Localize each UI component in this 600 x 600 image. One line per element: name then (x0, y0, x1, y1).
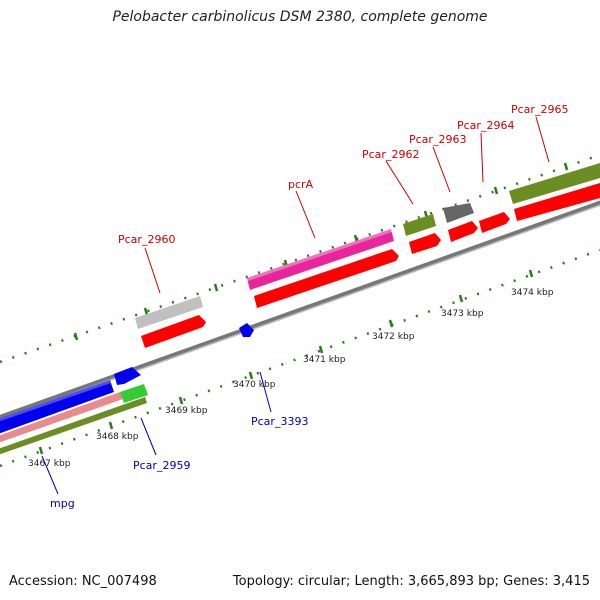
gene-pcrA (247, 229, 394, 290)
cds-arrow (409, 233, 441, 254)
gene-label-pcrA: pcrA (288, 178, 314, 191)
gene-label-pcar-2959: Pcar_2959 (133, 459, 190, 472)
cds-arrow (141, 315, 206, 348)
gene-label-pcar-2964: Pcar_2964 (457, 119, 514, 132)
gene-label-pcar-2963: Pcar_2963 (409, 133, 466, 146)
top-strand-genes (135, 163, 600, 329)
map-title: Pelobacter carbinolicus DSM 2380, comple… (112, 9, 488, 25)
kbp-label: 3469 kbp (165, 406, 208, 416)
gene-label-pcar-2962: Pcar_2962 (362, 148, 419, 161)
kbp-label: 3471 kbp (303, 355, 346, 365)
cds-arrow (448, 221, 478, 242)
gene-pcar-2963 (443, 203, 474, 223)
gene-label-pcar-3393: Pcar_3393 (251, 415, 308, 428)
pcar-3393-gene (239, 323, 254, 337)
major-ticks (38, 269, 534, 455)
gene-pcar-2962 (403, 214, 436, 236)
pcar-2959-band-pink (0, 392, 123, 443)
accession-text: Accession: NC_007498 (9, 574, 157, 589)
cds-arrow (254, 249, 399, 308)
kbp-label: 3474 kbp (511, 288, 554, 298)
mpg-band (0, 380, 114, 434)
gene-pcar-2965 (509, 163, 600, 204)
pcar-2959-band-olive (0, 397, 147, 455)
outer-major-ticks (73, 162, 569, 341)
cds-track (141, 183, 600, 348)
bottom-strand-bands (0, 323, 254, 455)
kbp-label: 3472 kbp (372, 332, 415, 342)
kbp-label: 3470 kbp (233, 380, 276, 390)
gene-pcar-2960 (135, 296, 203, 329)
kbp-label: 3473 kbp (441, 309, 484, 319)
blue-small-gene (114, 367, 141, 385)
cds-arrow (479, 212, 510, 233)
kbp-label: 3468 kbp (96, 432, 139, 442)
gene-label-pcar-2960: Pcar_2960 (118, 233, 175, 246)
cds-arrow (514, 183, 600, 221)
leader-lines (41, 116, 550, 495)
tick-ring-outer (0, 153, 600, 364)
gene-label-mpg: mpg (50, 497, 75, 510)
pcar-2959-gene (120, 384, 148, 403)
gene-label-pcar-2965: Pcar_2965 (511, 103, 568, 116)
kbp-label: 3467 kbp (28, 459, 71, 469)
topology-summary: Topology: circular; Length: 3,665,893 bp… (232, 574, 590, 589)
